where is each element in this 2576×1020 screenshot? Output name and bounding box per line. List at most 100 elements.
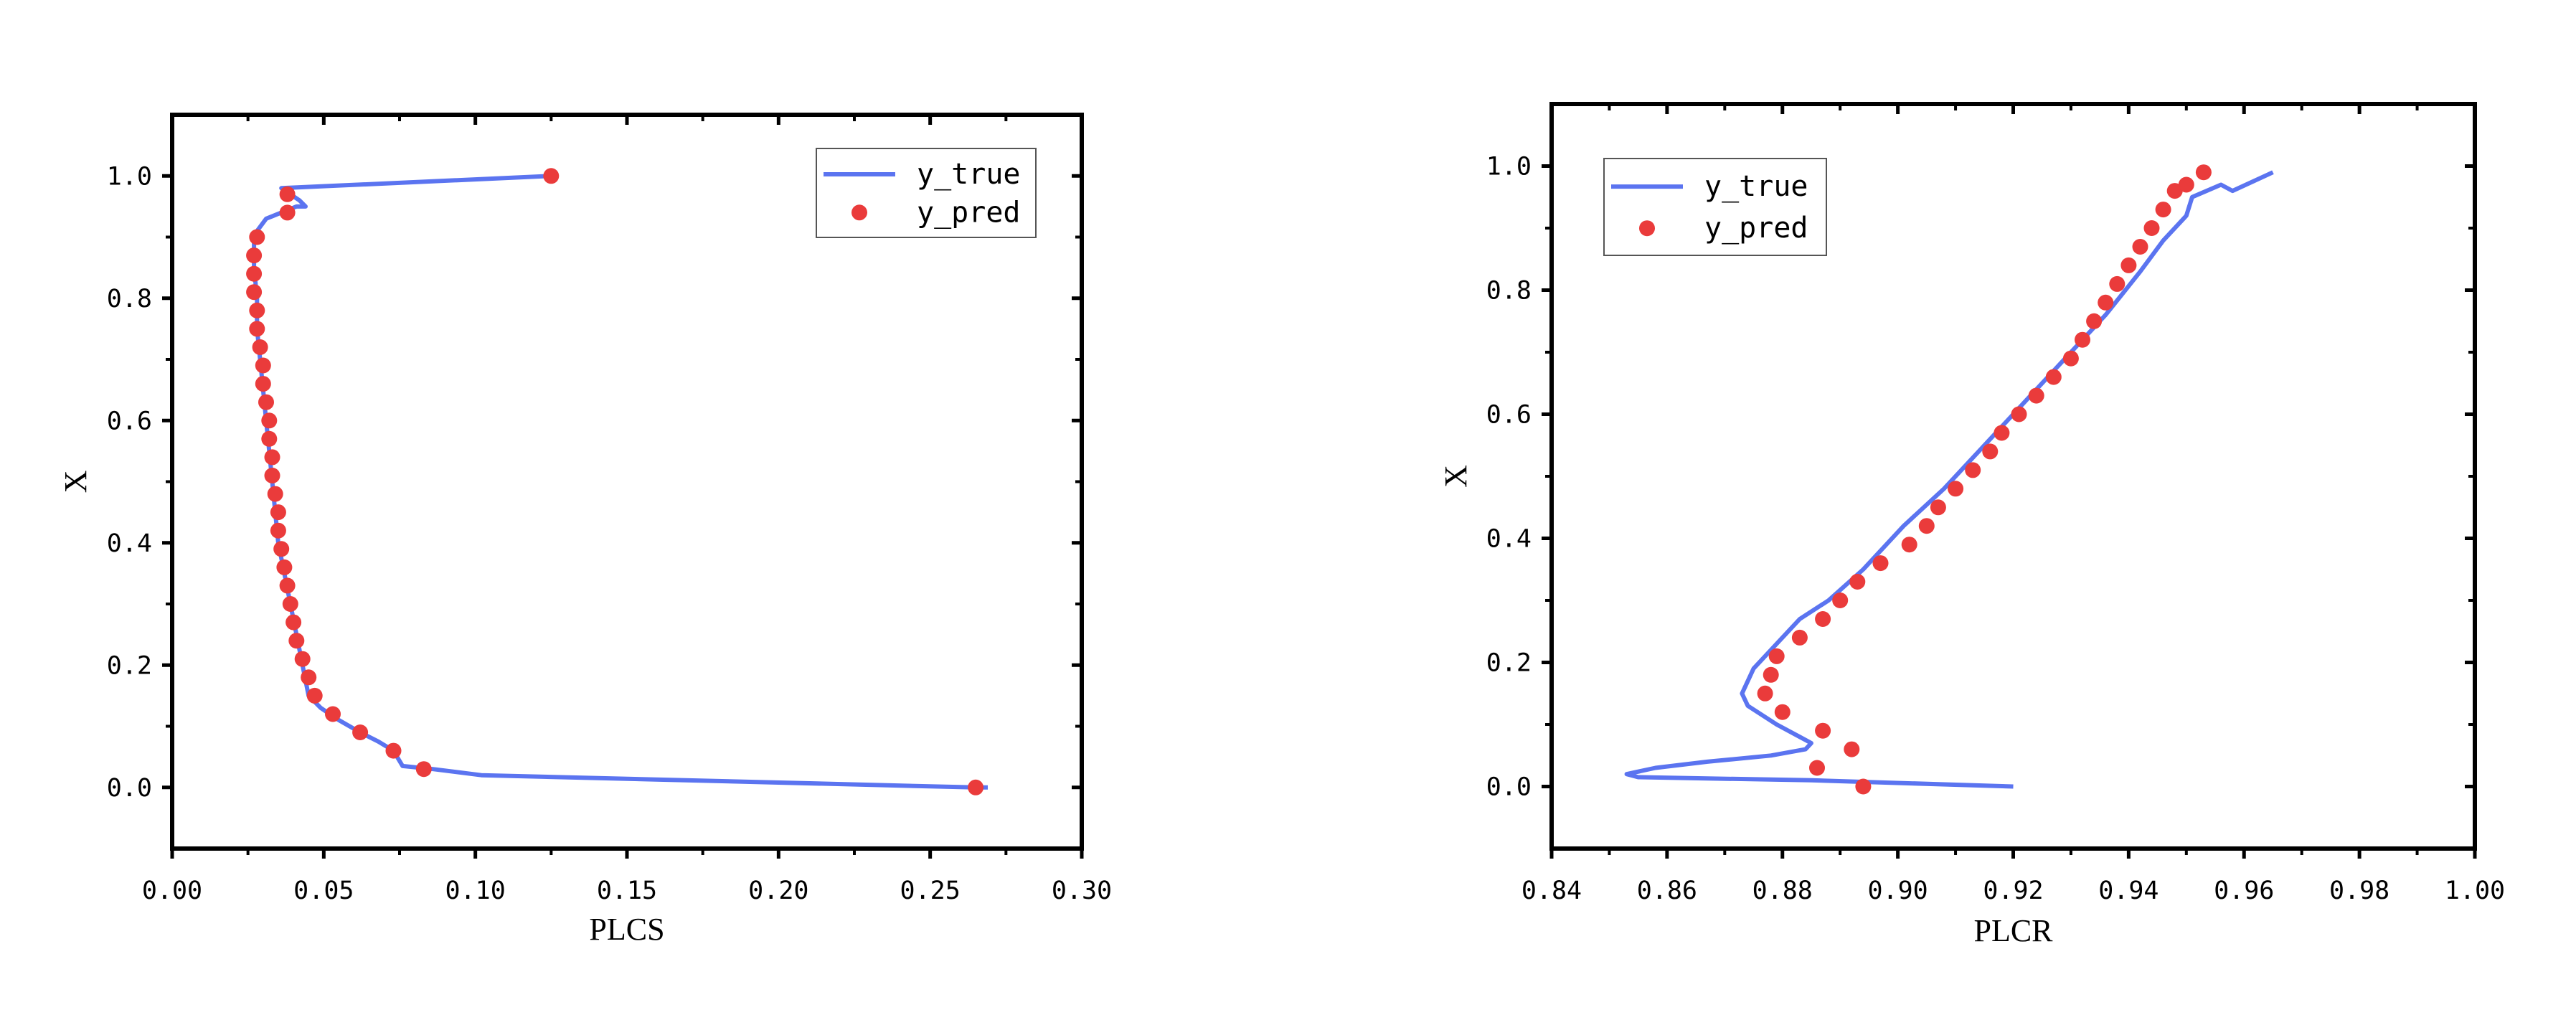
y-pred-point xyxy=(2075,331,2090,348)
y-pred-point xyxy=(2120,257,2137,273)
y-pred-point xyxy=(279,577,296,594)
x-tick-label: 0.94 xyxy=(2098,877,2159,905)
y-pred-point xyxy=(288,633,305,649)
y-pred-point xyxy=(255,376,271,392)
y-pred-point xyxy=(246,265,263,282)
y-pred-point xyxy=(1849,574,1866,590)
x-tick-label: 0.86 xyxy=(1637,877,1697,905)
y-pred-point xyxy=(2028,387,2044,404)
y-pred-point xyxy=(352,724,369,740)
y-pred-point xyxy=(246,247,263,264)
x-tick-label: 0.20 xyxy=(748,877,808,905)
y-pred-point xyxy=(325,706,341,722)
y-tick-label: 0.0 xyxy=(1486,773,1532,802)
x-tick-label: 0.05 xyxy=(293,877,354,905)
x-axis-title: PLCR xyxy=(1973,913,2053,948)
y-tick-label: 0.2 xyxy=(1486,649,1532,678)
legend: y_true y_pred xyxy=(1603,158,1827,256)
y-pred-point xyxy=(279,186,296,202)
y-pred-point xyxy=(249,321,265,337)
y-pred-point xyxy=(1872,555,1889,572)
y-true-curve xyxy=(252,174,988,790)
y-tick-label: 1.0 xyxy=(1486,153,1532,181)
x-tick-label: 0.10 xyxy=(445,877,506,905)
y-pred-point xyxy=(968,779,984,795)
y-pred-point xyxy=(2132,239,2148,255)
y-pred-point xyxy=(264,449,280,466)
legend-box xyxy=(816,148,1037,238)
x-axis-ticks: 0.00 0.05 0.10 0.15 0.20 0.25 0.30 xyxy=(142,115,1112,905)
y-pred-point xyxy=(301,669,317,686)
y-tick-label: 0.2 xyxy=(107,651,152,680)
x-tick-label: 0.90 xyxy=(1867,877,1928,905)
x-tick-label: 1.00 xyxy=(2445,877,2505,905)
y-tick-label: 0.6 xyxy=(107,407,152,435)
y-pred-point xyxy=(1982,443,1999,460)
y-pred-point xyxy=(2195,164,2212,181)
legend-box xyxy=(1603,158,1827,256)
y-pred-point xyxy=(261,412,278,429)
y-pred-point xyxy=(294,651,311,667)
x-tick-label: 0.30 xyxy=(1052,877,1112,905)
y-true-curve xyxy=(1624,170,2274,789)
y-pred-point xyxy=(270,504,286,521)
y-tick-label: 1.0 xyxy=(107,162,152,191)
y-pred-point xyxy=(1832,592,1849,608)
y-pred-point xyxy=(1768,648,1785,664)
y-pred-point xyxy=(249,302,265,318)
y-pred-point xyxy=(543,168,560,184)
y-pred-point xyxy=(1855,778,1872,795)
y-pred-point xyxy=(1815,611,1831,627)
y-pred-point xyxy=(267,486,283,502)
chart-plcr: 0.84 0.86 0.88 0.90 0.92 0.94 0.96 0.98 1.00 0.0… xyxy=(1438,102,2505,948)
legend-label-y-true: y_true xyxy=(1704,170,1808,203)
x-tick-label: 0.00 xyxy=(142,877,202,905)
y-pred-point xyxy=(246,284,263,301)
y-pred-point xyxy=(279,204,296,221)
x-tick-label: 0.84 xyxy=(1521,877,1582,905)
y-pred-point xyxy=(255,357,271,374)
y-axis-title: X xyxy=(58,471,93,494)
y-pred-point xyxy=(306,687,323,704)
y-axis-ticks: 0.0 0.2 0.4 0.6 0.8 1.0 xyxy=(107,162,1082,803)
y-pred-point xyxy=(415,761,432,778)
x-tick-label: 0.98 xyxy=(2329,877,2389,905)
y-pred-point xyxy=(276,559,293,575)
y-pred-point xyxy=(1930,499,1946,516)
y-pred-point xyxy=(2045,369,2062,385)
y-pred-point xyxy=(1809,760,1825,776)
y-pred-point xyxy=(2143,220,2160,236)
y-pred-point xyxy=(1994,425,2010,441)
y-tick-label: 0.4 xyxy=(107,529,152,558)
y-pred-point xyxy=(1791,629,1808,646)
series-y-true-line xyxy=(1624,170,2274,789)
y-pred-point xyxy=(1757,685,1773,702)
x-tick-label: 0.96 xyxy=(2214,877,2274,905)
y-pred-point xyxy=(258,394,274,410)
x-tick-label: 0.92 xyxy=(1983,877,2043,905)
y-tick-label: 0.0 xyxy=(107,774,152,803)
y-pred-point xyxy=(1901,537,1917,553)
y-tick-label: 0.8 xyxy=(107,285,152,313)
y-pred-point xyxy=(252,339,268,355)
x-axis-ticks: 0.84 0.86 0.88 0.90 0.92 0.94 0.96 0.98 1.00 xyxy=(1521,104,2505,905)
y-pred-point xyxy=(2155,202,2171,218)
y-tick-label: 0.6 xyxy=(1486,401,1532,430)
y-pred-point xyxy=(270,522,286,539)
y-pred-point xyxy=(2109,275,2126,292)
chart-plcs: 0.00 0.05 0.10 0.15 0.20 0.25 0.30 0.00.20.40.… xyxy=(58,113,1112,947)
y-pred-point xyxy=(249,229,265,245)
y-pred-point xyxy=(286,614,302,631)
y-pred-point xyxy=(264,468,280,483)
legend-swatch-y-pred xyxy=(1639,220,1655,237)
y-pred-point xyxy=(1774,704,1791,720)
y-axis-title: X xyxy=(1438,465,1473,488)
y-pred-point xyxy=(261,430,278,447)
y-axis-ticks: 0.0 0.2 0.4 0.6 0.8 1.0 xyxy=(1486,153,2475,802)
y-pred-point xyxy=(2098,294,2114,311)
legend: y_true y_pred xyxy=(816,148,1037,238)
y-pred-point xyxy=(273,541,290,557)
legend-swatch-y-pred xyxy=(851,204,867,221)
y-pred-point xyxy=(1965,462,1981,478)
